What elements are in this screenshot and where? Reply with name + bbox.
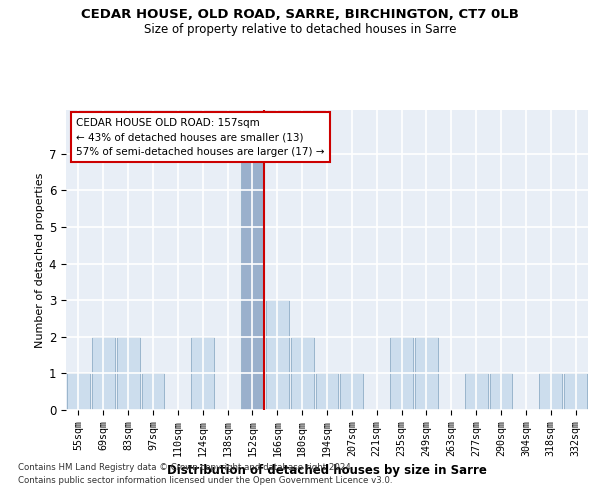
- Bar: [67, 374, 90, 410]
- Bar: [415, 337, 438, 410]
- Bar: [539, 374, 562, 410]
- Text: CEDAR HOUSE OLD ROAD: 157sqm
← 43% of detached houses are smaller (13)
57% of se: CEDAR HOUSE OLD ROAD: 157sqm ← 43% of de…: [76, 118, 325, 157]
- Text: Size of property relative to detached houses in Sarre: Size of property relative to detached ho…: [144, 22, 456, 36]
- Bar: [316, 374, 338, 410]
- Text: Contains HM Land Registry data © Crown copyright and database right 2024.: Contains HM Land Registry data © Crown c…: [18, 464, 353, 472]
- Bar: [266, 300, 289, 410]
- Bar: [390, 337, 413, 410]
- Bar: [241, 154, 264, 410]
- Text: Contains public sector information licensed under the Open Government Licence v3: Contains public sector information licen…: [18, 476, 392, 485]
- Bar: [291, 337, 314, 410]
- Bar: [117, 337, 140, 410]
- X-axis label: Distribution of detached houses by size in Sarre: Distribution of detached houses by size …: [167, 464, 487, 477]
- Bar: [564, 374, 587, 410]
- Y-axis label: Number of detached properties: Number of detached properties: [35, 172, 44, 348]
- Bar: [465, 374, 488, 410]
- Text: CEDAR HOUSE, OLD ROAD, SARRE, BIRCHINGTON, CT7 0LB: CEDAR HOUSE, OLD ROAD, SARRE, BIRCHINGTO…: [81, 8, 519, 20]
- Bar: [92, 337, 115, 410]
- Bar: [490, 374, 512, 410]
- Bar: [142, 374, 164, 410]
- Bar: [340, 374, 363, 410]
- Bar: [191, 337, 214, 410]
